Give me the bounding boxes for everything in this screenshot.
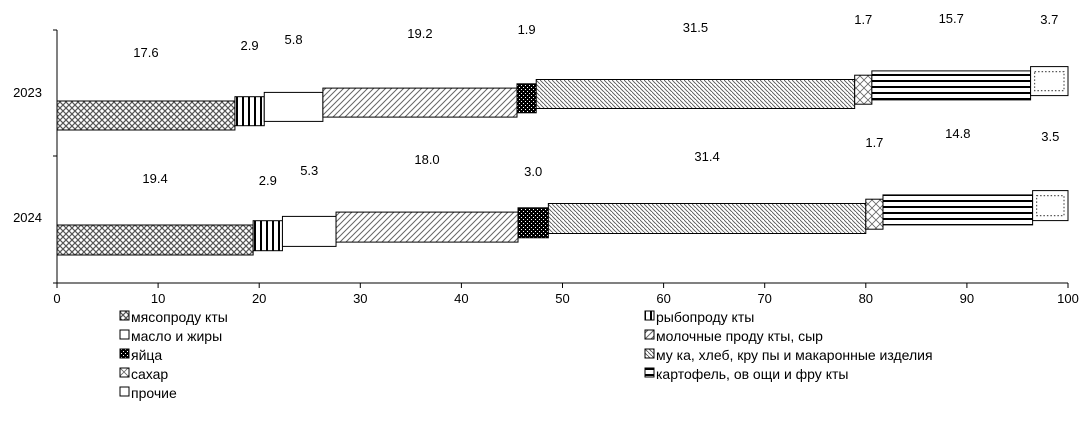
data-label: 2.9 bbox=[241, 38, 259, 53]
legend-swatch bbox=[120, 387, 129, 396]
legend-item: прочие bbox=[120, 385, 177, 401]
data-label: 17.6 bbox=[133, 45, 158, 60]
legend-item: мясопроду кты bbox=[120, 309, 228, 325]
bar-segment bbox=[536, 80, 854, 109]
bar-segment bbox=[323, 88, 517, 117]
data-label: 3.7 bbox=[1040, 12, 1058, 27]
legend-label: рыбопроду кты bbox=[656, 309, 754, 325]
legend-item: рыбопроду кты bbox=[645, 309, 754, 325]
category-label: 2024 bbox=[13, 210, 42, 225]
legend-swatch bbox=[645, 368, 654, 377]
data-label: 19.4 bbox=[142, 171, 167, 186]
data-label: 15.7 bbox=[939, 11, 964, 26]
legend-label: яйца bbox=[131, 347, 162, 363]
x-tick-label: 40 bbox=[454, 291, 468, 306]
category-label: 2023 bbox=[13, 85, 42, 100]
bar-segment bbox=[883, 195, 1033, 225]
legend-swatch bbox=[120, 311, 129, 320]
legend-item: му ка, хлеб, кру пы и макаронные изделия bbox=[645, 347, 933, 363]
bar-segment bbox=[264, 92, 323, 121]
x-tick-label: 10 bbox=[151, 291, 165, 306]
bar-segment bbox=[253, 221, 282, 251]
data-label: 3.5 bbox=[1041, 129, 1059, 144]
bar-segment bbox=[235, 97, 264, 126]
x-tick-label: 50 bbox=[555, 291, 569, 306]
legend-swatch bbox=[120, 368, 129, 377]
legend-label: картофель, ов ощи и фру кты bbox=[656, 366, 848, 382]
legend-item: сахар bbox=[120, 366, 168, 382]
data-label: 19.2 bbox=[407, 26, 432, 41]
legend-swatch bbox=[120, 349, 129, 358]
data-label: 31.5 bbox=[683, 20, 708, 35]
bar-segment bbox=[57, 225, 253, 255]
data-label: 1.7 bbox=[865, 135, 883, 150]
bar-segment bbox=[336, 212, 518, 242]
legend-label: сахар bbox=[131, 366, 168, 382]
bars bbox=[57, 67, 1068, 255]
data-label: 3.0 bbox=[524, 164, 542, 179]
data-label: 31.4 bbox=[694, 149, 719, 164]
legend-item: молочные проду кты, сыр bbox=[645, 328, 823, 344]
legend-label: молочные проду кты, сыр bbox=[656, 328, 823, 344]
bar-segment bbox=[282, 216, 336, 246]
bar-segment bbox=[518, 208, 548, 238]
legend-item: яйца bbox=[120, 347, 162, 363]
x-tick-label: 70 bbox=[757, 291, 771, 306]
x-tick-label: 80 bbox=[859, 291, 873, 306]
data-label: 5.3 bbox=[300, 163, 318, 178]
legend-swatch bbox=[645, 349, 654, 358]
data-label: 2.9 bbox=[259, 173, 277, 188]
data-label: 5.8 bbox=[285, 32, 303, 47]
legend-label: прочие bbox=[131, 385, 177, 401]
x-tick-label: 30 bbox=[353, 291, 367, 306]
legend-swatch bbox=[645, 330, 654, 339]
legend-label: мясопроду кты bbox=[131, 309, 228, 325]
bar-segment bbox=[855, 75, 872, 104]
data-label: 1.7 bbox=[854, 12, 872, 27]
x-tick-label: 100 bbox=[1057, 291, 1079, 306]
legend-item: масло и жиры bbox=[120, 328, 222, 344]
x-tick-label: 60 bbox=[656, 291, 670, 306]
legend: мясопроду кты масло и жиры яйца сахар прочие… bbox=[120, 309, 933, 401]
bar-segment bbox=[57, 101, 235, 130]
bar-segment bbox=[517, 84, 536, 113]
legend-label: масло и жиры bbox=[131, 328, 222, 344]
legend-swatch bbox=[645, 311, 654, 320]
bar-segment bbox=[1031, 67, 1068, 96]
bar-segment bbox=[872, 71, 1031, 100]
x-tick-label: 90 bbox=[960, 291, 974, 306]
bar-segment bbox=[548, 204, 865, 234]
x-tick-label: 0 bbox=[53, 291, 60, 306]
data-label: 14.8 bbox=[945, 126, 970, 141]
data-label: 1.9 bbox=[518, 22, 536, 37]
legend-label: му ка, хлеб, кру пы и макаронные изделия bbox=[656, 347, 933, 363]
x-tick-label: 20 bbox=[252, 291, 266, 306]
legend-item: картофель, ов ощи и фру кты bbox=[645, 366, 848, 382]
legend-swatch bbox=[120, 330, 129, 339]
bar-segment bbox=[866, 199, 883, 229]
data-label: 18.0 bbox=[414, 152, 439, 167]
